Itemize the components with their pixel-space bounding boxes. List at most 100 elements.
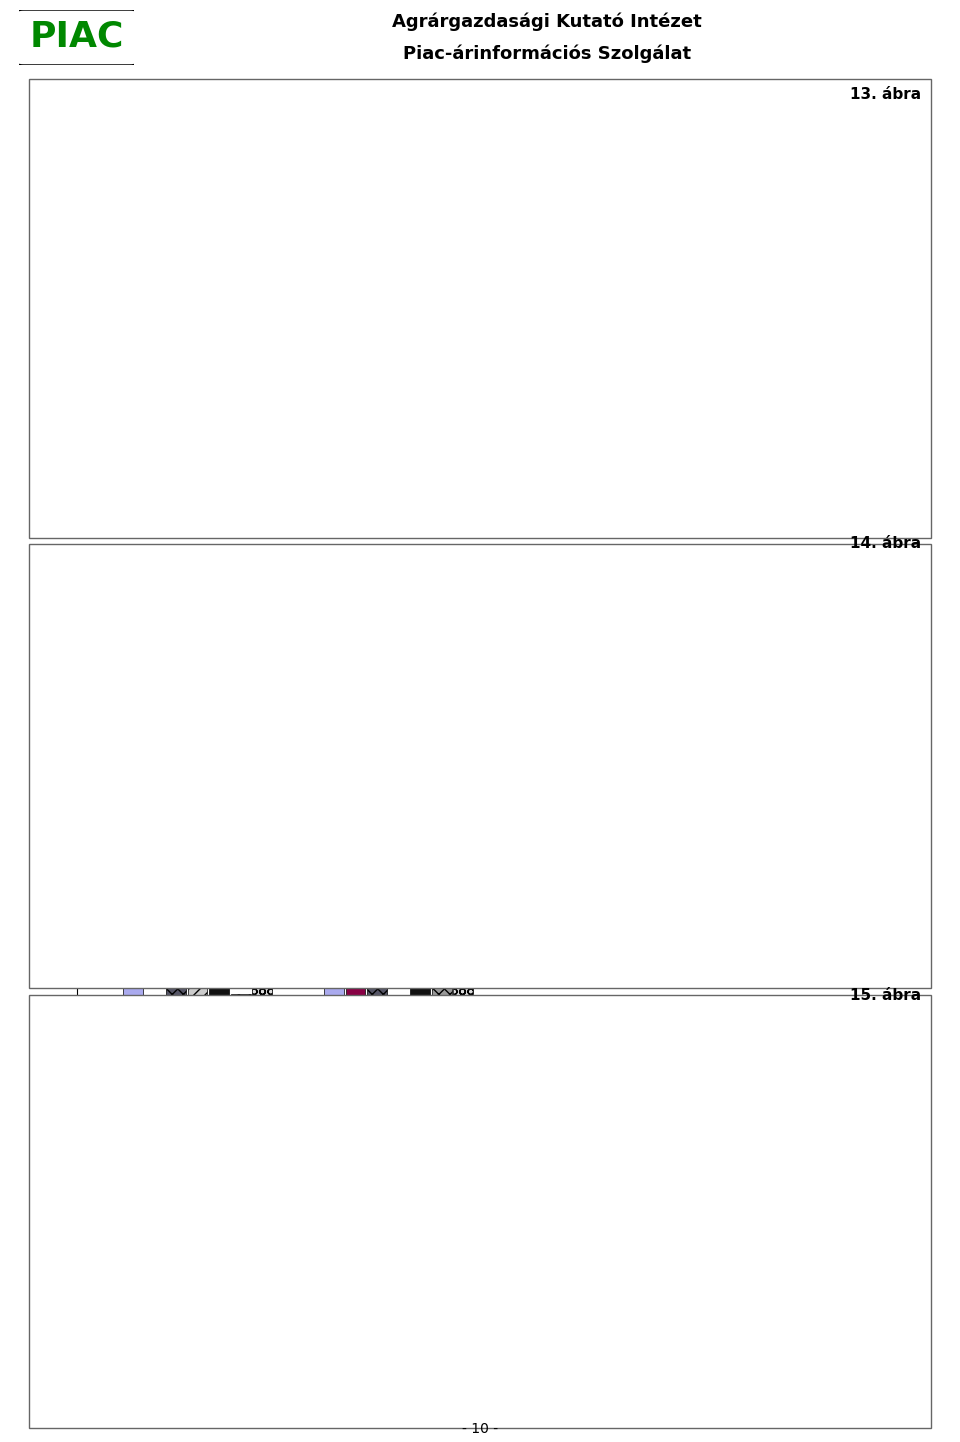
Bar — [517, 829, 540, 894]
Bar — [822, 363, 840, 440]
Y-axis label: Ft/kg: Ft/kg — [29, 1019, 42, 1050]
Text: gömb: gömb — [123, 463, 155, 473]
Bar — [513, 375, 531, 440]
Bar — [655, 1167, 674, 1197]
Text: Kígyó: Kígyó — [329, 463, 360, 473]
Text: 15. ábra: 15. ábra — [851, 988, 922, 1002]
Bar — [102, 1276, 123, 1317]
Bar — [120, 322, 138, 440]
Text: 14. ábra: 14. ábra — [851, 536, 922, 551]
Bar — [777, 239, 795, 440]
Text: 2004. 41. hét Miskolc: 2004. 41. hét Miskolc — [130, 942, 249, 952]
Bar — [432, 926, 451, 1197]
Bar — [108, 829, 132, 894]
Text: Jonagold: Jonagold — [271, 917, 319, 927]
Text: Vöröshagyma: Vöröshagyma — [763, 1255, 839, 1265]
Bar — [649, 1213, 670, 1255]
Bar — [245, 829, 268, 894]
Bar — [375, 1276, 396, 1317]
Bar — [841, 764, 864, 894]
Text: Pritamin: Pritamin — [218, 463, 265, 473]
Bar — [551, 369, 569, 440]
Bar — [159, 823, 183, 894]
Text: Uborka: Uborka — [379, 1255, 419, 1265]
Text: 2004. 41. hét CBA: 2004. 41. hét CBA — [403, 1229, 505, 1239]
Bar — [432, 842, 456, 894]
Bar — [748, 1142, 768, 1197]
Bar — [375, 1213, 396, 1255]
Bar — [296, 831, 320, 894]
Bar — [365, 353, 382, 440]
Text: 2004. 41. hét Szeged: 2004. 41. hét Szeged — [540, 490, 660, 500]
Bar — [346, 288, 363, 440]
Bar — [326, 267, 344, 440]
Bar — [468, 353, 486, 440]
Bar — [633, 1132, 653, 1197]
Title: Kereskedelmi láncok leggyakoribb árai néhány zöldségfaj esetében: Kereskedelmi láncok leggyakoribb árai né… — [262, 854, 736, 867]
Text: vöröshagyma: vöröshagyma — [822, 499, 898, 508]
Bar — [102, 936, 123, 959]
Title: Vidéki nagybani piacok leggakoribb árai néhány gyümölcsfaj esetében: Vidéki nagybani piacok leggakoribb árai … — [252, 551, 747, 564]
Bar — [513, 900, 534, 923]
Text: Golden: Golden — [547, 917, 588, 927]
Title: Vidéki nagybani piacok leggyakoribb árai néhány zöldségfaj esetében: Vidéki nagybani piacok leggyakoribb árai… — [253, 97, 745, 110]
Text: PIAC: PIAC — [30, 19, 124, 53]
Text: - 10 -: - 10 - — [462, 1422, 498, 1436]
Bar — [448, 310, 467, 440]
Bar — [410, 926, 430, 1197]
Bar — [346, 907, 366, 1197]
Bar — [770, 1132, 789, 1197]
Bar — [815, 796, 839, 894]
Bar — [649, 1276, 670, 1317]
Bar — [139, 267, 157, 440]
Bar — [102, 446, 123, 470]
Bar — [636, 391, 653, 440]
Text: 2004. 41. hét Tesco: 2004. 41. hét Tesco — [130, 1354, 238, 1364]
Bar — [307, 300, 324, 440]
Text: Kelkáposzta: Kelkáposzta — [620, 499, 687, 509]
Bar — [204, 277, 222, 440]
Bar — [513, 936, 534, 959]
Text: Sárgarépa: Sárgarépa — [571, 1255, 629, 1266]
Text: 2004. 41. hét Cora: 2004. 41. hét Cora — [677, 1229, 781, 1239]
Bar — [542, 823, 566, 894]
Text: Paradicsom: Paradicsom — [107, 499, 171, 508]
Bar — [719, 277, 736, 440]
Bar — [410, 353, 427, 440]
Bar — [571, 363, 588, 440]
Text: Piac-árinformációs Szolgálat: Piac-árinformációs Szolgálat — [403, 45, 691, 63]
Text: Jonatán: Jonatán — [410, 917, 452, 927]
Bar — [367, 981, 387, 1197]
Text: 2004. 41. hét Debrecen: 2004. 41. hét Debrecen — [130, 907, 262, 917]
Text: 2004. 41. hét Szeged: 2004. 41. hét Szeged — [540, 942, 660, 952]
Bar — [453, 960, 473, 1197]
Bar — [102, 1213, 123, 1255]
Text: 2004. 41. hét Match: 2004. 41. hét Match — [403, 1291, 516, 1301]
Text: Paprika: Paprika — [177, 1255, 218, 1265]
Bar — [243, 159, 260, 440]
Bar — [612, 1148, 632, 1197]
Text: Alma: Alma — [144, 952, 173, 962]
Bar — [389, 1080, 409, 1197]
Bar — [812, 1123, 832, 1197]
Text: Zöldbab: Zöldbab — [734, 499, 780, 508]
Text: Idared: Idared — [141, 917, 177, 927]
Bar — [655, 384, 672, 440]
Bar — [158, 353, 177, 440]
Text: Uborka: Uborka — [324, 499, 365, 508]
Bar — [532, 375, 550, 440]
Bar — [102, 900, 123, 923]
FancyBboxPatch shape — [14, 9, 139, 66]
Bar — [166, 960, 186, 1197]
Bar — [834, 1138, 854, 1197]
Text: Kígyóuborka: Kígyóuborka — [364, 1220, 433, 1230]
Bar — [731, 743, 754, 894]
Text: Lila héjú: Lila héjú — [836, 463, 883, 473]
Text: 2004. 41. hét Interspar: 2004. 41. hét Interspar — [130, 1291, 258, 1301]
Bar — [324, 916, 344, 1197]
Bar — [322, 839, 345, 894]
Bar — [513, 483, 534, 508]
Bar — [674, 384, 691, 440]
Bar — [589, 1151, 610, 1197]
Bar — [101, 277, 118, 440]
